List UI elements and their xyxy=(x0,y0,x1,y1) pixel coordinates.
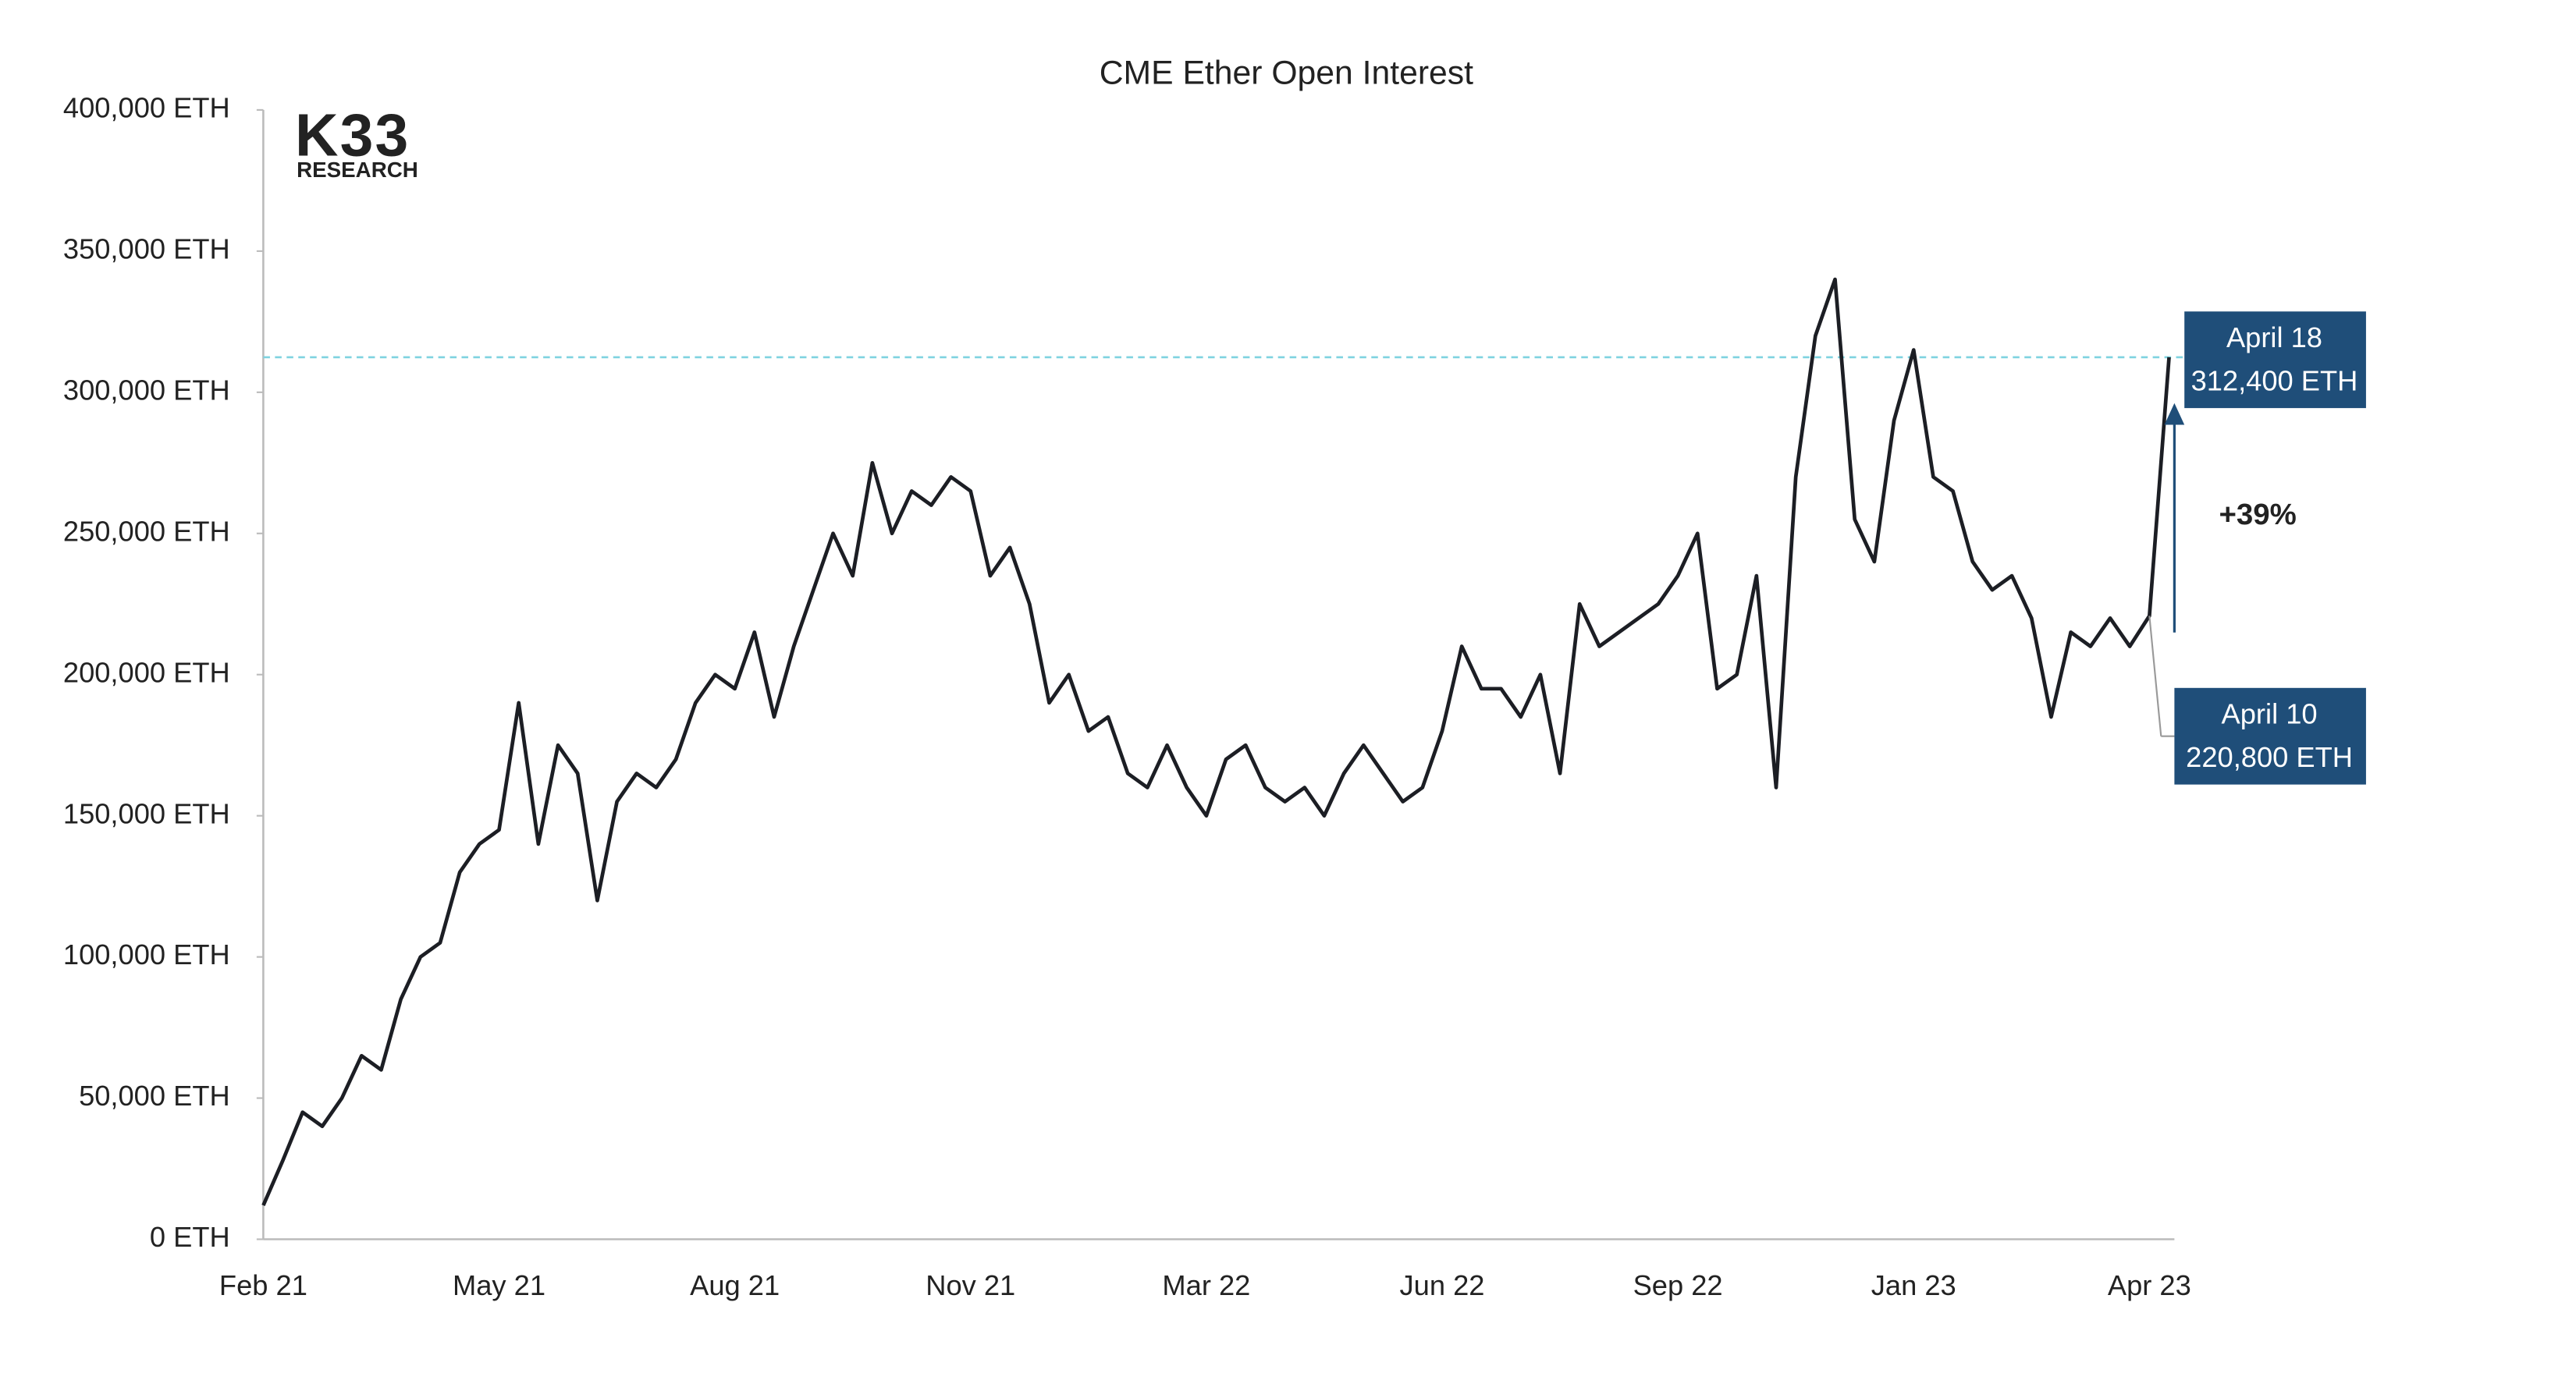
logo: K33 xyxy=(295,102,410,169)
x-tick-label: Mar 22 xyxy=(1162,1269,1250,1301)
y-tick-label: 50,000 ETH xyxy=(79,1080,230,1112)
y-tick-label: 250,000 ETH xyxy=(63,515,230,547)
connector xyxy=(2148,616,2162,736)
y-tick-label: 400,000 ETH xyxy=(63,92,230,124)
annotation-box xyxy=(2184,311,2366,409)
x-tick-label: Aug 21 xyxy=(690,1269,780,1301)
annotation-value: 220,800 ETH xyxy=(2186,741,2353,773)
annotation-box xyxy=(2174,687,2366,785)
annotation-value: 312,400 ETH xyxy=(2191,365,2358,397)
x-tick-label: Jun 22 xyxy=(1400,1269,1485,1301)
x-tick-label: May 21 xyxy=(453,1269,545,1301)
chart-title: CME Ether Open Interest xyxy=(1100,54,1473,91)
x-tick-label: Feb 21 xyxy=(219,1269,307,1301)
change-label: +39% xyxy=(2219,498,2296,531)
annotation-date: April 10 xyxy=(2222,698,2318,730)
x-tick-label: Jan 23 xyxy=(1871,1269,1956,1301)
x-tick-label: Sep 22 xyxy=(1633,1269,1723,1301)
annotation-date: April 18 xyxy=(2226,321,2322,353)
y-tick-label: 0 ETH xyxy=(150,1221,230,1253)
y-tick-label: 100,000 ETH xyxy=(63,939,230,970)
x-tick-label: Nov 21 xyxy=(926,1269,1015,1301)
y-tick-label: 150,000 ETH xyxy=(63,797,230,829)
y-tick-label: 200,000 ETH xyxy=(63,656,230,688)
arrow-head xyxy=(2164,403,2185,425)
logo-sub: RESEARCH xyxy=(297,158,418,182)
x-tick-label: Apr 23 xyxy=(2108,1269,2191,1301)
y-tick-label: 350,000 ETH xyxy=(63,232,230,264)
y-tick-label: 300,000 ETH xyxy=(63,374,230,406)
data-line xyxy=(261,277,2171,1207)
